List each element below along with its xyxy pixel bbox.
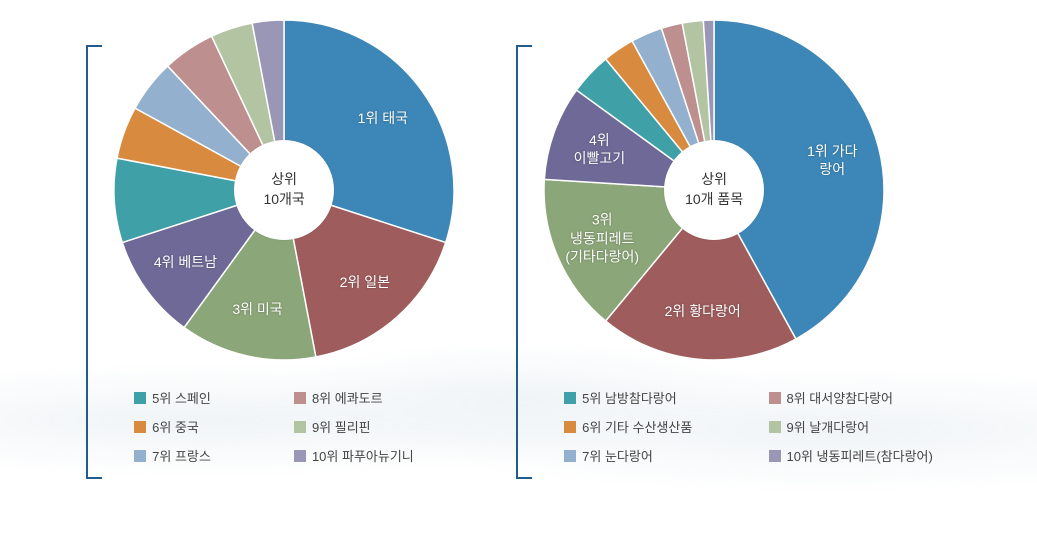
legend-swatch — [134, 392, 146, 404]
legend-label: 6위 기타 수산생산품 — [582, 417, 692, 436]
pie-items: 상위 10개 품목 1위 가다랑어2위 황다랑어3위 냉동피레트 (기타다랑어)… — [534, 10, 894, 370]
legend-item: 8위 에콰도르 — [294, 388, 414, 407]
legend-items: 5위 남방참다랑어 8위 대서양참다랑어 6위 기타 수산생산품 9위 날개다랑어 7위… — [564, 388, 933, 465]
pie-center-text: 상위 10개 품목 — [685, 170, 743, 209]
chart-block-items: 상위 10개 품목 1위 가다랑어2위 황다랑어3위 냉동피레트 (기타다랑어)… — [534, 10, 933, 465]
legend-swatch — [134, 421, 146, 433]
legend-item: 5위 남방참다랑어 — [564, 388, 728, 407]
legend-label: 10위 파푸아뉴기니 — [312, 446, 414, 465]
legend-swatch — [294, 392, 306, 404]
legend-label: 8위 대서양참다랑어 — [787, 388, 894, 407]
pie-countries: 상위 10개국 1위 태국2위 일본3위 미국4위 베트남 — [104, 10, 464, 370]
legend-swatch — [294, 421, 306, 433]
legend-swatch — [769, 421, 781, 433]
legend-label: 9위 날개다랑어 — [787, 417, 870, 436]
chart-block-countries: 상위 10개국 1위 태국2위 일본3위 미국4위 베트남 5위 스페인 8위 에… — [104, 10, 464, 465]
legend-swatch — [564, 392, 576, 404]
legend-item: 9위 필리핀 — [294, 417, 414, 436]
legend-label: 5위 남방참다랑어 — [582, 388, 677, 407]
pie-center-label: 상위 10개 품목 — [664, 140, 764, 240]
legend-label: 7위 프랑스 — [152, 446, 211, 465]
legend-countries: 5위 스페인 8위 에콰도르 6위 중국 9위 필리핀 7위 프랑스 10위 파푸아뉴기니 — [134, 388, 414, 465]
pie-center-label: 상위 10개국 — [234, 140, 334, 240]
legend-item: 6위 중국 — [134, 417, 254, 436]
charts-row: 상위 10개국 1위 태국2위 일본3위 미국4위 베트남 5위 스페인 8위 에… — [10, 10, 1027, 465]
bracket-left — [516, 45, 532, 479]
legend-swatch — [134, 450, 146, 462]
legend-item: 8위 대서양참다랑어 — [769, 388, 933, 407]
legend-item: 7위 프랑스 — [134, 446, 254, 465]
legend-label: 7위 눈다랑어 — [582, 446, 653, 465]
legend-swatch — [564, 450, 576, 462]
legend-swatch — [769, 450, 781, 462]
legend-item: 5위 스페인 — [134, 388, 254, 407]
legend-label: 10위 냉동피레트(참다랑어) — [787, 446, 933, 465]
legend-swatch — [294, 450, 306, 462]
legend-swatch — [769, 392, 781, 404]
legend-item: 7위 눈다랑어 — [564, 446, 728, 465]
legend-item: 10위 파푸아뉴기니 — [294, 446, 414, 465]
pie-center-text: 상위 10개국 — [263, 170, 304, 209]
legend-label: 9위 필리핀 — [312, 417, 371, 436]
legend-item: 10위 냉동피레트(참다랑어) — [769, 446, 933, 465]
legend-label: 5위 스페인 — [152, 388, 211, 407]
legend-label: 8위 에콰도르 — [312, 388, 383, 407]
legend-label: 6위 중국 — [152, 417, 199, 436]
bracket-left — [86, 45, 102, 479]
legend-item: 6위 기타 수산생산품 — [564, 417, 728, 436]
legend-swatch — [564, 421, 576, 433]
legend-item: 9위 날개다랑어 — [769, 417, 933, 436]
